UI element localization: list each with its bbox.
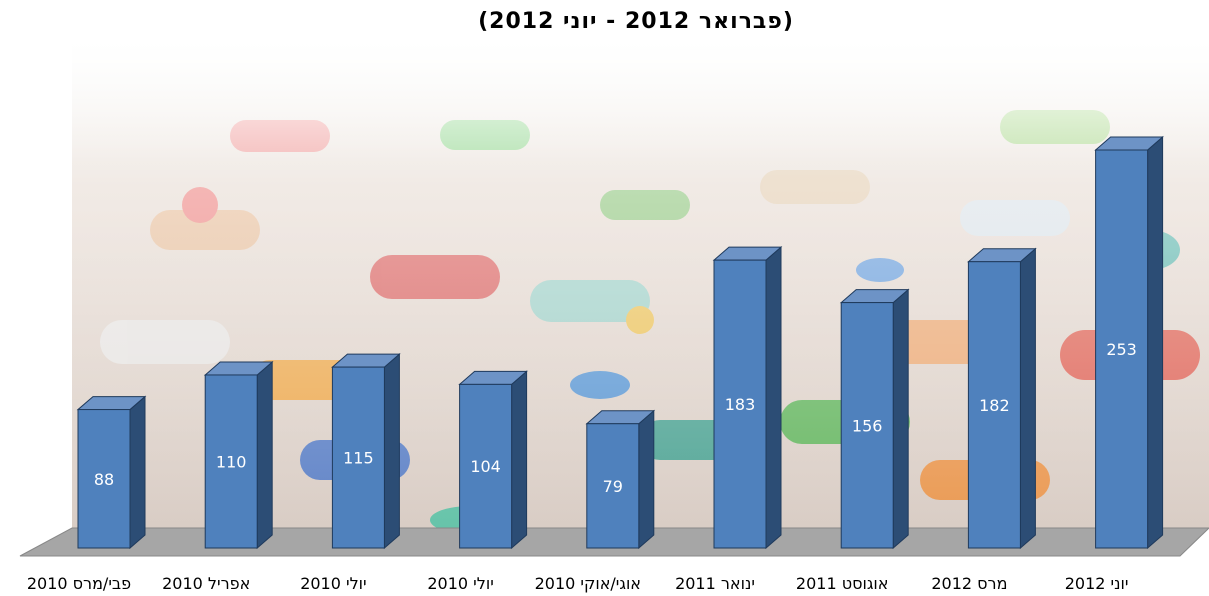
bar-side	[892, 288, 909, 550]
bar	[77, 409, 131, 549]
bar	[204, 374, 258, 549]
bar	[459, 383, 513, 549]
bars: 88 110 115 104 79 183 156 182 253	[76, 135, 1164, 550]
data-label: 156	[852, 416, 883, 435]
bar-side	[1147, 135, 1164, 550]
bar	[1095, 149, 1149, 549]
bar-side	[1019, 247, 1036, 550]
data-label: 88	[94, 470, 114, 489]
data-label: 253	[1106, 340, 1137, 359]
bar	[967, 261, 1021, 549]
bar-side	[129, 395, 146, 550]
bar-side	[638, 409, 655, 550]
bar-side	[511, 370, 528, 550]
x-tick-label: יוני 2012	[1065, 574, 1129, 593]
x-tick-label: פבי/מרס 2010	[27, 574, 131, 593]
bar	[331, 366, 385, 549]
x-tick-label: אוגוסט 2011	[796, 574, 889, 593]
x-tick-label: אפריל 2010	[162, 574, 250, 593]
bar-side	[383, 352, 400, 550]
data-label: 183	[725, 395, 756, 414]
x-tick-label: אוגי/אוקי 2010	[535, 574, 641, 593]
data-label: 79	[603, 477, 623, 496]
data-label: 110	[216, 452, 247, 471]
bar	[840, 302, 894, 549]
bar	[713, 259, 767, 549]
data-label: 115	[343, 449, 374, 468]
x-tick-label: ינואר 2011	[675, 574, 755, 593]
data-label: 104	[470, 457, 501, 476]
bar	[586, 423, 640, 549]
x-tick-label: יולי 2010	[300, 574, 366, 593]
x-tick-label: מרס 2012	[931, 574, 1007, 593]
bar-side	[765, 246, 782, 550]
x-tick-label: יולי 2010	[427, 574, 493, 593]
data-label: 182	[979, 396, 1010, 415]
bar-side	[256, 360, 273, 550]
chart-title: (פברואר 2012 - יוני 2012)	[478, 9, 794, 34]
